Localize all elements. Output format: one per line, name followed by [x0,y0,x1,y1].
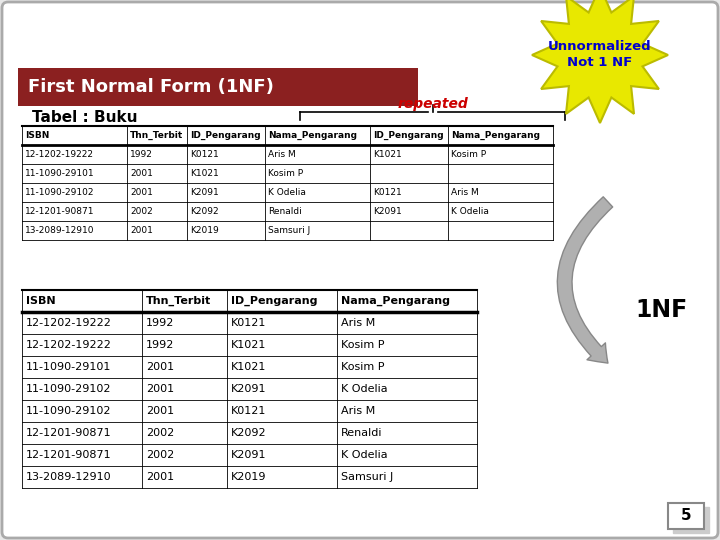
Text: K1021: K1021 [231,340,266,350]
Text: K2091: K2091 [373,207,402,216]
Text: 2001: 2001 [146,362,174,372]
Text: K2091: K2091 [231,384,266,394]
Text: K2019: K2019 [190,226,219,235]
Text: Nama_Pengarang: Nama_Pengarang [268,131,357,140]
FancyArrowPatch shape [557,197,613,363]
Text: K0121: K0121 [231,318,266,328]
Text: K2019: K2019 [231,472,266,482]
Text: 1992: 1992 [146,318,174,328]
Text: K Odelia: K Odelia [268,188,306,197]
Text: ISBN: ISBN [26,296,55,306]
Text: Thn_Terbit: Thn_Terbit [130,131,184,140]
Text: Nama_Pengarang: Nama_Pengarang [341,296,450,306]
Text: 2001: 2001 [146,472,174,482]
Text: Aris M: Aris M [268,150,296,159]
Text: ID_Pengarang: ID_Pengarang [231,296,318,306]
Text: 11-1090-29101: 11-1090-29101 [26,362,112,372]
Text: Not 1 NF: Not 1 NF [567,56,633,69]
Text: K1021: K1021 [190,169,219,178]
Text: K0121: K0121 [231,406,266,416]
Text: K2091: K2091 [190,188,219,197]
Text: 2001: 2001 [130,188,153,197]
Text: K0121: K0121 [190,150,219,159]
Text: Kosim P: Kosim P [341,340,384,350]
Text: ID_Pengarang: ID_Pengarang [190,131,261,140]
Text: 2002: 2002 [146,450,174,460]
Text: 1992: 1992 [146,340,174,350]
Text: ISBN: ISBN [25,131,50,140]
Text: 12-1201-90871: 12-1201-90871 [26,450,112,460]
Text: Unnormalized: Unnormalized [548,40,652,53]
Text: 12-1202-19222: 12-1202-19222 [26,318,112,328]
Text: 2001: 2001 [146,384,174,394]
Polygon shape [532,0,668,123]
Text: Renaldi: Renaldi [341,428,382,438]
Text: Aris M: Aris M [451,188,479,197]
Text: K2091: K2091 [231,450,266,460]
Text: Aris M: Aris M [341,318,375,328]
Text: 5: 5 [680,509,691,523]
Text: Samsuri J: Samsuri J [341,472,393,482]
Text: 2002: 2002 [130,207,153,216]
Text: 2001: 2001 [146,406,174,416]
Text: Thn_Terbit: Thn_Terbit [146,296,211,306]
Text: K1021: K1021 [231,362,266,372]
Text: 12-1201-90871: 12-1201-90871 [25,207,94,216]
FancyBboxPatch shape [18,68,418,106]
Text: K2092: K2092 [190,207,219,216]
Text: Aris M: Aris M [341,406,375,416]
Text: 13-2089-12910: 13-2089-12910 [26,472,112,482]
Text: Samsuri J: Samsuri J [268,226,310,235]
Text: 11-1090-29101: 11-1090-29101 [25,169,94,178]
Text: 2001: 2001 [130,169,153,178]
Text: 2002: 2002 [146,428,174,438]
Text: 1NF: 1NF [636,298,688,322]
Text: K2092: K2092 [231,428,266,438]
FancyBboxPatch shape [668,503,704,529]
Text: K Odelia: K Odelia [341,384,387,394]
Text: Nama_Pengarang: Nama_Pengarang [451,131,540,140]
Text: K Odelia: K Odelia [341,450,387,460]
Text: K0121: K0121 [373,188,402,197]
Text: K Odelia: K Odelia [451,207,489,216]
Text: 11-1090-29102: 11-1090-29102 [26,384,112,394]
Text: 12-1202-19222: 12-1202-19222 [26,340,112,350]
Text: Renaldi: Renaldi [268,207,302,216]
Text: 13-2089-12910: 13-2089-12910 [25,226,94,235]
FancyBboxPatch shape [673,507,709,533]
Text: 12-1201-90871: 12-1201-90871 [26,428,112,438]
Text: ID_Pengarang: ID_Pengarang [373,131,444,140]
Text: 12-1202-19222: 12-1202-19222 [25,150,94,159]
Text: 1992: 1992 [130,150,153,159]
Text: Kosim P: Kosim P [341,362,384,372]
Text: First Normal Form (1NF): First Normal Form (1NF) [28,78,274,96]
Text: 11-1090-29102: 11-1090-29102 [25,188,94,197]
Text: repeated: repeated [397,97,468,111]
Text: Tabel : Buku: Tabel : Buku [32,111,138,125]
Text: K1021: K1021 [373,150,402,159]
Text: 11-1090-29102: 11-1090-29102 [26,406,112,416]
Text: Kosim P: Kosim P [268,169,303,178]
Text: 2001: 2001 [130,226,153,235]
Text: Kosim P: Kosim P [451,150,486,159]
